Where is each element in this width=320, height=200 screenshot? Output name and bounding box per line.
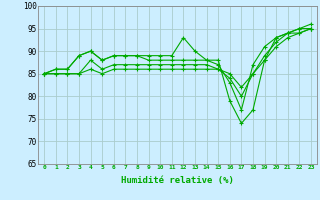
X-axis label: Humidité relative (%): Humidité relative (%) bbox=[121, 176, 234, 185]
